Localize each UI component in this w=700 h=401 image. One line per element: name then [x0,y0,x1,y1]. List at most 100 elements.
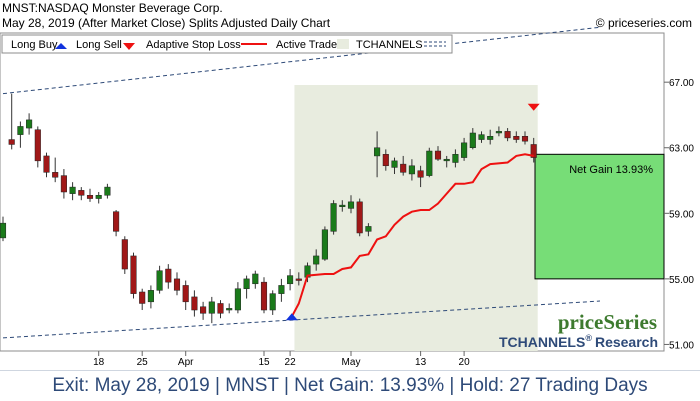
tchannel-lower-line [2,300,601,339]
candle-body [200,306,207,314]
candle-body [452,154,459,163]
footer-summary: Exit: May 28, 2019 | MNST | Net Gain: 13… [0,370,700,401]
x-tick-label: 18 [93,357,105,368]
candle-body [8,139,15,145]
long-buy-marker-icon [285,313,298,321]
candlestick-layer [0,93,537,324]
x-tick-label: 25 [137,357,149,368]
x-tick-label: Apr [178,357,194,368]
candle-body [95,195,102,199]
candle-body [191,296,198,311]
candle-body [208,301,215,314]
legend-long-sell: Long Sell [76,39,122,51]
candle-body [391,160,398,168]
candle-body [408,165,415,175]
candle-body [226,308,233,311]
y-axis: 51.00 55.00 59.00 63.00 67.00 [664,78,694,351]
legend-tchannels: TCHANNELS [356,39,423,51]
tchannels-research-logo: TCHANNELS® Research [499,333,658,350]
chart-subtitle: May 28, 2019 (After Market Close) Splits… [2,16,331,30]
candle-body [104,186,111,196]
y-tick-label: 55.00 [669,275,694,286]
candle-body [487,136,494,140]
x-tick-label: 22 [285,357,297,368]
long-sell-icon [123,43,135,50]
candle-body [339,204,346,208]
candle-body [278,285,285,294]
brand-research: Research [595,334,658,350]
candle-body [69,186,76,194]
brand-tchannels: TCHANNELS [499,334,585,350]
candle-body [34,129,41,162]
long-buy-icon [55,43,67,49]
x-tick-label: May [342,357,361,368]
adaptive-stop-loss-line [290,153,534,318]
candle-body [461,142,468,158]
candle-body [269,293,276,311]
stop-loss-layer [290,153,534,318]
candle-body [217,303,224,314]
candle-body [426,150,433,176]
active-trade-swatch-icon [337,39,349,49]
candle-body [0,222,7,239]
candle-body [374,147,381,157]
candle-body [400,163,407,173]
candle-body [469,132,476,148]
candle-body [478,134,485,140]
net-gain-box [534,153,665,280]
candle-body [417,170,424,178]
candle-body [295,278,302,281]
net-gain-layer [534,153,665,280]
candle-body [495,131,502,134]
candle-body [173,278,181,291]
candle-body [113,211,120,232]
brand-reg: ® [585,333,592,343]
x-axis: 18 25 Apr 15 22 May 13 20 [93,351,470,368]
candle-body [313,255,320,265]
tchannels-layer [2,26,601,339]
x-tick-label: 15 [258,357,270,368]
priceseries-logo: priceSeries [558,310,657,334]
candle-body [513,136,520,140]
candle-body [52,172,59,178]
candle-body [139,291,146,304]
copyright-text: © priceseries.com [595,16,692,30]
candle-body [347,201,355,209]
candle-body [530,144,537,158]
candle-body [17,126,24,135]
legend-adaptive-stop: Adaptive Stop Loss [146,39,241,51]
candle-body [182,285,189,303]
long-sell-marker-icon [527,103,540,111]
candle-body [43,155,50,173]
candle-body [156,270,163,291]
y-tick-label: 59.00 [669,209,694,220]
candle-body [252,273,259,285]
net-gain-label: Net Gain 13.93% [569,164,653,176]
x-tick-label: 13 [415,357,427,368]
candle-body [121,239,128,270]
candle-body [86,195,94,199]
candle-body [356,201,363,234]
candle-body [260,281,268,311]
legend: Long Buy Long Sell Adaptive Stop Loss Ac… [1,34,453,54]
candle-body [504,131,511,139]
candle-body [243,278,250,289]
y-tick-label: 67.00 [669,78,694,89]
candle-body [434,150,442,160]
candle-body [521,136,529,142]
trade-marker-layer [285,103,540,321]
candle-body [60,175,67,193]
candle-body [321,229,328,260]
legend-active-trade: Active Trade [276,39,337,51]
y-tick-label: 51.00 [669,340,694,351]
candle-body [287,275,294,285]
candle-body [26,119,33,129]
candle-body [382,154,389,167]
chart-title: MNST:NASDAQ Monster Beverage Corp. [2,1,223,15]
candle-body [365,226,372,232]
candle-body [130,255,137,294]
x-tick-label: 20 [459,357,471,368]
candle-body [330,203,337,232]
candle-body [234,288,241,311]
